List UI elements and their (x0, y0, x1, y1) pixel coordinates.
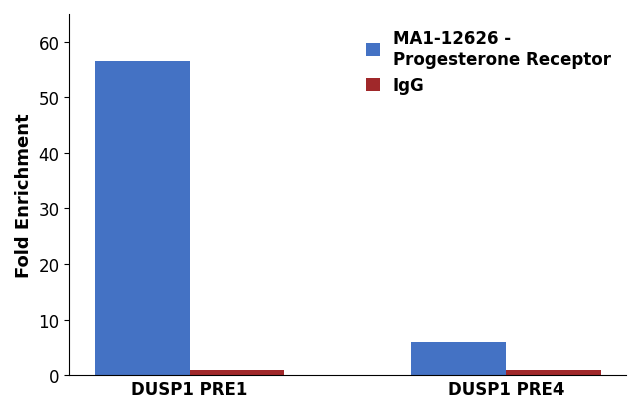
Bar (95, 62, 190, 375)
Bar (506, 370, 601, 375)
Legend: MA1-12626 -
Progesterone Receptor, IgG: MA1-12626 - Progesterone Receptor, IgG (360, 23, 618, 102)
Bar (411, 342, 506, 375)
Bar (190, 370, 285, 375)
Y-axis label: Fold Enrichment: Fold Enrichment (15, 113, 33, 277)
